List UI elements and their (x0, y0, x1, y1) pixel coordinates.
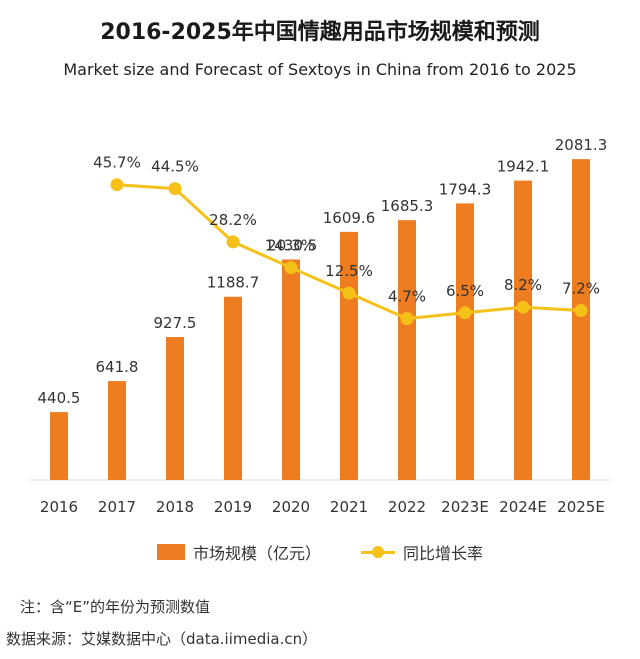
bar-2024E (514, 180, 532, 481)
x-tick-2024E: 2024E (499, 498, 547, 516)
growth-point-2024E (516, 300, 530, 314)
legend-line-swatch (361, 544, 395, 560)
bar-2025E (572, 159, 590, 480)
growth-point-2023E (458, 306, 472, 320)
bar-2023E (456, 203, 474, 480)
legend-item-market-size: 市场规模（亿元） (156, 540, 321, 564)
bar-label-2024E: 1942.1 (497, 158, 550, 176)
x-tick-2018: 2018 (156, 498, 194, 516)
growth-label-2020: 20.3% (267, 237, 315, 255)
growth-point-2018 (168, 182, 182, 196)
bar-label-2018: 927.5 (154, 314, 197, 332)
growth-point-2025E (574, 303, 588, 317)
bar-2018 (166, 337, 184, 480)
growth-label-2024E: 8.2% (504, 276, 542, 294)
growth-point-2020 (284, 261, 298, 275)
chart-title: 2016-2025年中国情趣用品市场规模和预测 (100, 20, 540, 45)
chart-subtitle: Market size and Forecast of Sextoys in C… (63, 60, 577, 79)
growth-label-2022: 4.7% (388, 288, 426, 306)
growth-point-2021 (342, 286, 356, 300)
growth-label-2025E: 7.2% (562, 279, 600, 297)
bar-label-2020: 1430.5 (265, 236, 318, 254)
chart-area: 440.5 2016 641.8 2017 927.5 2018 1188.7 2019 143… (30, 136, 610, 516)
bar-label-2021: 1609.6 (323, 209, 376, 227)
bar-label-2025E: 2081.3 (555, 136, 608, 154)
growth-point-2017 (110, 178, 124, 192)
x-tick-2017: 2017 (98, 498, 136, 516)
x-tick-2019: 2019 (214, 498, 252, 516)
x-tick-2016: 2016 (40, 498, 78, 516)
growth-point-2022 (400, 312, 414, 326)
legend: 市场规模（亿元） 同比增长率 (0, 540, 640, 564)
legend-label-growth-rate: 同比增长率 (403, 544, 484, 563)
growth-label-2023E: 6.5% (446, 282, 484, 300)
bar-label-2017: 641.8 (96, 358, 139, 376)
bar-label-2023E: 1794.3 (439, 180, 492, 198)
x-tick-2025E: 2025E (557, 498, 605, 516)
growth-label-2018: 44.5% (151, 158, 199, 176)
bar-label-2019: 1188.7 (207, 274, 260, 292)
x-tick-2023E: 2023E (441, 498, 489, 516)
bar-label-2022: 1685.3 (381, 197, 434, 215)
bar-label-2016: 440.5 (38, 389, 81, 407)
legend-label-market-size: 市场规模（亿元） (192, 544, 321, 563)
growth-label-2019: 28.2% (209, 211, 257, 229)
bar-2020 (282, 259, 300, 480)
bar-2019 (224, 296, 242, 480)
x-tick-2020: 2020 (272, 498, 310, 516)
growth-label-2021: 12.5% (325, 262, 373, 280)
x-tick-2021: 2021 (330, 498, 368, 516)
legend-item-growth-rate: 同比增长率 (361, 540, 483, 564)
footnote: 注：含“E”的年份为预测数值 (20, 598, 211, 616)
bar-2017 (108, 381, 126, 480)
data-source: 数据来源：艾媒数据中心（data.iimedia.cn） (6, 630, 318, 648)
legend-bar-swatch (156, 544, 185, 560)
bar-2016 (50, 412, 68, 480)
bar-2022 (398, 220, 416, 480)
x-tick-2022: 2022 (388, 498, 426, 516)
growth-label-2017: 45.7% (93, 154, 141, 172)
growth-point-2019 (226, 235, 240, 249)
